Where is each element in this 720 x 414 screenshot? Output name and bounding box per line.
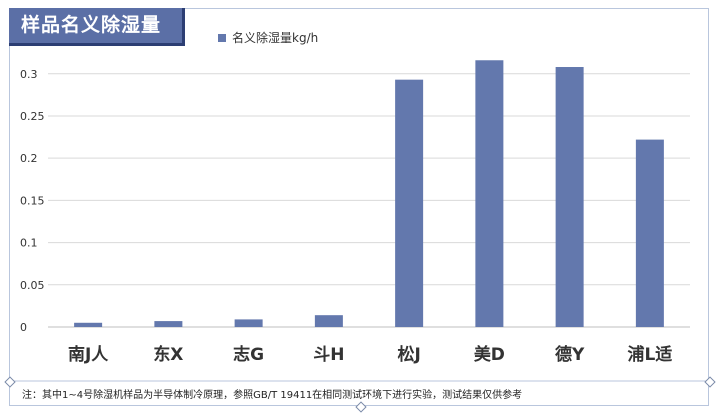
- x-tick-label: 志G: [233, 344, 264, 365]
- chart-frame: [9, 8, 709, 406]
- y-tick-label: 0.15: [20, 194, 45, 207]
- x-tick-label: 南J人: [68, 344, 109, 365]
- legend-swatch: [218, 33, 226, 42]
- x-tick-label: 德Y: [555, 344, 585, 365]
- bar: [234, 319, 263, 327]
- y-tick-label: 0.2: [20, 152, 38, 165]
- bar: [395, 79, 424, 328]
- y-tick-label: 0.25: [20, 110, 45, 123]
- x-tick-label: 松J: [397, 344, 420, 365]
- legend: 名义除湿量kg/h: [218, 29, 318, 46]
- bar: [475, 60, 504, 328]
- bar: [314, 315, 343, 327]
- footnote: 注：其中1~4号除湿机样品为半导体制冷原理，参照GB/T 19411在相同测试环…: [22, 390, 523, 401]
- bar: [154, 321, 183, 327]
- bar: [555, 67, 584, 327]
- x-tick-label: 美D: [474, 344, 505, 365]
- y-tick-label: 0.3: [20, 68, 38, 81]
- y-tick-label: 0: [20, 321, 27, 334]
- x-tick-label: 斗H: [313, 345, 344, 365]
- bar: [74, 322, 103, 327]
- y-tick-label: 0.1: [20, 237, 38, 250]
- bar: [635, 139, 664, 327]
- x-tick-label: 浦L适: [627, 344, 672, 365]
- y-tick-label: 0.05: [20, 279, 45, 292]
- x-tick-label: 东X: [153, 344, 183, 365]
- legend-label: 名义除湿量kg/h: [232, 31, 319, 45]
- chart-title: 样品名义除湿量: [9, 8, 185, 46]
